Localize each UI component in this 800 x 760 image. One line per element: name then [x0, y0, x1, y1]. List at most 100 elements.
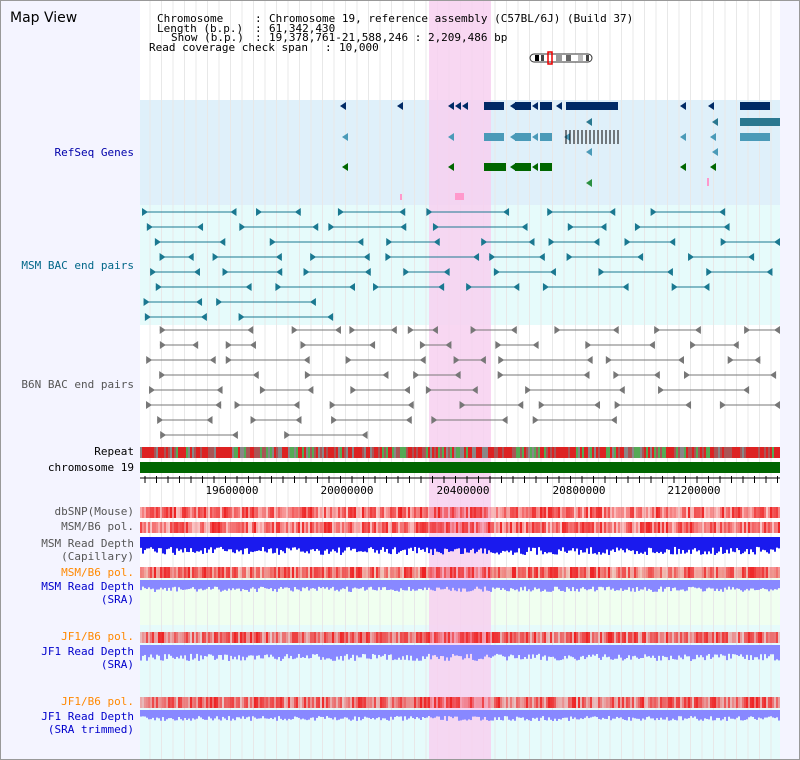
read-depth-bar [560, 580, 562, 592]
read-depth-bar [216, 537, 218, 548]
polymorphism-cell [740, 507, 742, 518]
polymorphism-cell [296, 697, 298, 708]
polymorphism-cell [728, 697, 730, 708]
msm-bac-pair-end [719, 208, 726, 216]
read-depth-bar [206, 645, 208, 657]
polymorphism-cell [670, 522, 672, 533]
polymorphism-cell [748, 632, 750, 643]
repeat-element [312, 447, 314, 458]
polymorphism-cell [700, 697, 702, 708]
polymorphism-cell [262, 632, 264, 643]
read-depth-bar [556, 537, 558, 555]
read-depth-bar [200, 580, 202, 589]
polymorphism-cell [376, 522, 378, 533]
polymorphism-cell [168, 567, 170, 578]
polymorphism-cell [704, 632, 706, 643]
read-depth-bar [446, 537, 448, 550]
polymorphism-cell [476, 522, 478, 533]
polymorphism-cell [766, 522, 768, 533]
read-depth-bar [254, 580, 256, 589]
read-depth-bar [308, 537, 310, 554]
repeat-element [218, 447, 220, 458]
repeat-element [406, 447, 408, 458]
polymorphism-cell [216, 697, 218, 708]
read-depth-bar [732, 580, 734, 588]
polymorphism-cell [542, 507, 544, 518]
polymorphism-cell [456, 567, 458, 578]
repeat-element [160, 447, 162, 458]
read-depth-bar [204, 710, 206, 720]
read-depth-bar [758, 710, 760, 718]
read-depth-bar [614, 645, 616, 659]
b6n-bac-pair-end [613, 371, 620, 379]
read-depth-bar [638, 645, 640, 659]
read-depth-bar [356, 580, 358, 589]
polymorphism-cell [438, 522, 440, 533]
read-depth-bar [634, 580, 636, 592]
read-depth-bar [770, 710, 772, 717]
polymorphism-cell [770, 697, 772, 708]
read-depth-bar [464, 645, 466, 659]
polymorphism-cell [720, 632, 722, 643]
repeat-element [414, 447, 416, 458]
polymorphism-cell [402, 567, 404, 578]
read-depth-bar [296, 645, 298, 658]
read-depth-bar [376, 537, 378, 551]
polymorphism-cell [706, 697, 708, 708]
msm-bac-pair-end [328, 223, 335, 231]
polymorphism-cell [424, 567, 426, 578]
read-depth-bar [366, 537, 368, 553]
read-depth-bar [588, 580, 590, 590]
polymorphism-cell [342, 507, 344, 518]
read-depth-bar [546, 645, 548, 661]
polymorphism-cell [532, 507, 534, 518]
polymorphism-cell [214, 567, 216, 578]
polymorphism-cell [502, 522, 504, 533]
read-depth-bar [404, 537, 406, 550]
polymorphism-cell [278, 522, 280, 533]
refseq-gene [515, 102, 531, 110]
polymorphism-cell [714, 522, 716, 533]
polymorphism-cell [438, 567, 440, 578]
polymorphism-cell [766, 567, 768, 578]
read-depth-bar [676, 710, 678, 721]
polymorphism-cell [218, 632, 220, 643]
repeat-element [700, 447, 702, 458]
chromosome-label: Chromosome [157, 12, 224, 25]
polymorphism-cell [722, 632, 724, 643]
polymorphism-cell [488, 522, 490, 533]
polymorphism-cell [378, 522, 380, 533]
polymorphism-cell [410, 567, 412, 578]
read-depth-bar [150, 645, 152, 655]
read-depth-bar [420, 710, 422, 721]
polymorphism-cell [140, 632, 142, 643]
read-depth-bar [566, 537, 568, 553]
repeat-element [462, 447, 464, 458]
read-depth-bar [544, 645, 546, 656]
read-depth-bar [316, 537, 318, 549]
repeat-element [748, 447, 750, 458]
polymorphism-cell [412, 632, 414, 643]
polymorphism-cell [306, 522, 308, 533]
read-depth-bar [550, 645, 552, 658]
polymorphism-cell [328, 697, 330, 708]
read-depth-bar [712, 580, 714, 589]
polymorphism-cell [446, 522, 448, 533]
polymorphism-cell [156, 632, 158, 643]
read-depth-bar [614, 710, 616, 719]
polymorphism-cell [712, 697, 714, 708]
read-depth-bar [672, 537, 674, 555]
read-depth-bar [554, 580, 556, 587]
polymorphism-cell [738, 567, 740, 578]
polymorphism-cell [710, 567, 712, 578]
read-depth-bar [684, 710, 686, 719]
b6n-bac-pair-end [159, 341, 166, 349]
read-depth-bar [478, 537, 480, 550]
read-depth-bar [394, 537, 396, 548]
read-depth-bar [580, 710, 582, 719]
read-depth-bar [262, 537, 264, 548]
polymorphism-cell [408, 522, 410, 533]
read-depth-bar [688, 710, 690, 719]
read-depth-bar [486, 580, 488, 591]
